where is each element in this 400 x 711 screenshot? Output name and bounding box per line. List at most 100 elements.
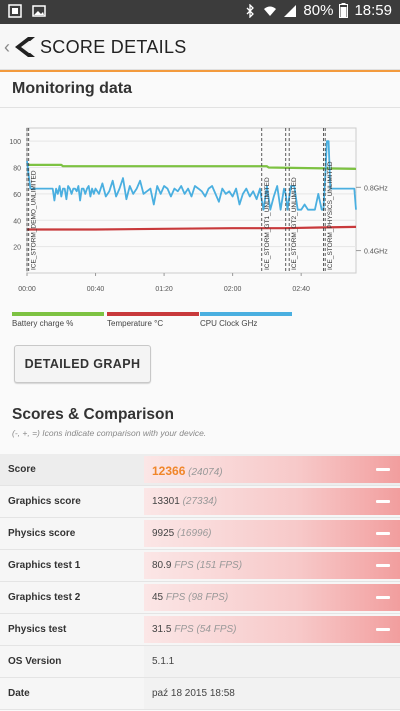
minus-comparison-icon (376, 500, 390, 503)
header-accent-divider (0, 70, 400, 72)
legend-cpu-clock-swatch (200, 312, 292, 316)
minus-comparison-icon (376, 564, 390, 567)
x-tick-label: 00:40 (87, 286, 105, 293)
score-row: Graphics test 2 45 FPS (98 FPS) (0, 582, 400, 614)
signal-icon (284, 4, 297, 17)
score-reference: (16996) (174, 528, 212, 539)
score-row: Date paź 18 2015 18:58 (0, 678, 400, 710)
x-tick-label: 02:40 (292, 286, 310, 293)
score-row-value: 80.9 FPS (151 FPS) (152, 560, 242, 571)
page-title: SCORE DETAILS (40, 37, 187, 57)
score-value: 9925 (152, 528, 175, 539)
clock: 18:59 (354, 2, 392, 19)
score-value: 13301 (152, 496, 180, 507)
legend-temperature-swatch (107, 312, 199, 316)
y-tick-label: 100 (9, 139, 21, 146)
score-reference: (151 FPS) (193, 560, 243, 571)
score-value: paź 18 2015 18:58 (152, 688, 235, 699)
score-row: Score 12366 (24074) (0, 454, 400, 486)
score-row-value: 13301 (27334) (152, 496, 217, 507)
comparison-bar (144, 616, 400, 643)
status-bar: 80% 18:59 (0, 0, 400, 24)
score-row: Graphics score 13301 (27334) (0, 486, 400, 518)
section-divider (0, 107, 400, 108)
score-row: Physics test 31.5 FPS (54 FPS) (0, 614, 400, 646)
score-row-value-cell: 9925 (16996) (144, 518, 400, 549)
score-row-value-cell: 31.5 FPS (54 FPS) (144, 614, 400, 645)
scores-title: Scores & Comparison (12, 406, 174, 423)
score-value: 5.1.1 (152, 656, 175, 667)
series-line-battery (27, 163, 357, 170)
segment-label: ICE_STORM_GT2_UNLIMITED (291, 177, 298, 270)
score-row-value: 45 FPS (98 FPS) (152, 592, 228, 603)
wifi-icon (264, 6, 277, 16)
legend-battery-swatch (12, 312, 104, 316)
x-tick-label: 01:20 (155, 286, 173, 293)
3dmark-logo-icon[interactable] (14, 35, 36, 59)
score-row-label: Date (8, 688, 30, 699)
bluetooth-icon (246, 3, 255, 18)
y-tick-label: 40 (13, 218, 21, 225)
score-row-value-cell: 5.1.1 (144, 646, 400, 677)
score-row-value: 9925 (16996) (152, 528, 212, 539)
score-reference: (27334) (179, 496, 218, 507)
x-tick-label: 00:00 (18, 286, 36, 293)
score-reference: (24074) (185, 467, 223, 478)
comparison-bar (144, 520, 400, 547)
score-row-value: 31.5 FPS (54 FPS) (152, 624, 237, 635)
segment-label: ICE_STORM_PHYSICS_UNLIMITED (327, 161, 334, 270)
segment-label: ICE_STORM_GT1_UNLIMITED (264, 177, 271, 270)
plot-area (26, 127, 357, 274)
score-row-label: Graphics score (8, 496, 81, 507)
comparison-bar (144, 488, 400, 515)
minus-comparison-icon (376, 596, 390, 599)
score-row-label: OS Version (8, 656, 62, 667)
comparison-bar (144, 456, 400, 483)
score-row-value-cell: 12366 (24074) (144, 454, 400, 485)
score-row-value: paź 18 2015 18:58 (152, 688, 235, 699)
monitoring-chart-svg: 20 40 60 80 100 00:00 00:40 01:20 02:00 02:40 0.8G… (9, 127, 388, 293)
back-chevron-icon[interactable]: ‹ (4, 37, 10, 57)
minus-comparison-icon (376, 468, 390, 471)
monitoring-chart: 20 40 60 80 100 00:00 00:40 01:20 02:00 02:40 0.8G… (0, 118, 400, 333)
y-tick-label: 60 (13, 192, 21, 199)
score-row: Graphics test 1 80.9 FPS (151 FPS) (0, 550, 400, 582)
score-row-value-cell: paź 18 2015 18:58 (144, 678, 400, 709)
legend-cpu-clock: CPU Clock GHz (200, 312, 292, 328)
score-reference: (54 FPS) (193, 624, 237, 635)
score-value: 31.5 (152, 624, 172, 635)
score-row-value-cell: 45 FPS (98 FPS) (144, 582, 400, 613)
legend-temperature-label: Temperature °C (107, 319, 164, 328)
notification-icon (8, 4, 22, 18)
score-value: 80.9 (152, 560, 172, 571)
score-row-label: Graphics test 1 (8, 560, 81, 571)
comparison-bar (144, 584, 400, 611)
score-row-label: Score (8, 464, 36, 475)
series-line-cpu-clock (26, 140, 357, 211)
monitoring-title: Monitoring data (12, 80, 132, 97)
score-unit: FPS (171, 624, 194, 635)
score-row-value: 12366 (24074) (152, 464, 223, 478)
score-row-value-cell: 80.9 FPS (151 FPS) (144, 550, 400, 581)
right-tick-label: 0.8GHz (364, 185, 388, 192)
score-unit: FPS (171, 560, 194, 571)
score-row-label: Graphics test 2 (8, 592, 81, 603)
legend-cpu-clock-label: CPU Clock GHz (200, 319, 258, 328)
minus-comparison-icon (376, 532, 390, 535)
score-unit: FPS (163, 592, 186, 603)
y-tick-label: 20 (13, 245, 21, 252)
score-value: 12366 (152, 464, 186, 478)
score-row: Physics score 9925 (16996) (0, 518, 400, 550)
x-tick-label: 02:00 (224, 286, 242, 293)
segment-label: ICE_STORM_DEMO_UNLIMITED (31, 170, 38, 270)
score-reference: (98 FPS) (185, 592, 229, 603)
legend-temperature: Temperature °C (107, 312, 199, 328)
minus-comparison-icon (376, 628, 390, 631)
battery-percent: 80% (303, 2, 334, 19)
scores-table: Score 12366 (24074) Graphics score 13301 (2… (0, 454, 400, 710)
comparison-bar (144, 552, 400, 579)
image-icon (32, 5, 46, 17)
battery-icon (339, 3, 349, 18)
detailed-graph-button[interactable]: DETAILED GRAPH (14, 345, 151, 383)
app-bar: ‹ SCORE DETAILS (0, 24, 400, 70)
